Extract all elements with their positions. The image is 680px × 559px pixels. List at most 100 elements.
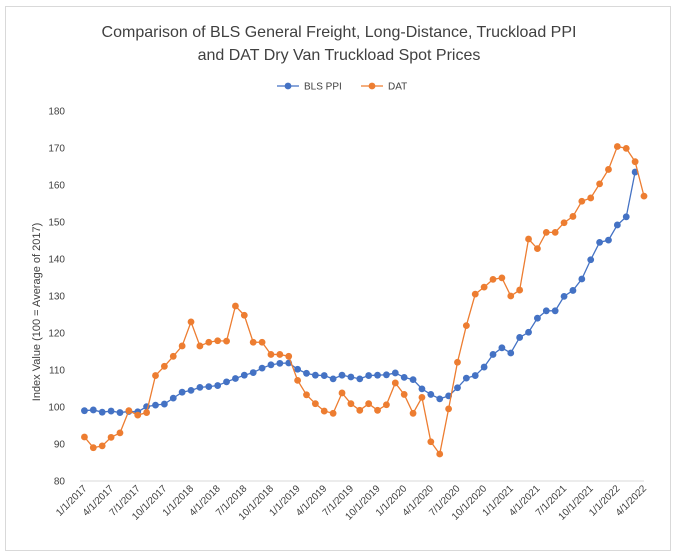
data-point-bls	[98, 408, 106, 416]
data-point-dat	[223, 337, 230, 345]
data-point-bls	[347, 373, 355, 381]
data-point-bls	[205, 383, 213, 391]
data-point-dat	[454, 358, 461, 366]
chart-title-line-2: and DAT Dry Van Truckload Spot Prices	[198, 47, 481, 64]
data-point-dat	[462, 322, 470, 329]
y-tick-label: 80	[54, 477, 66, 488]
data-point-dat	[125, 407, 133, 415]
data-point-dat	[285, 352, 293, 360]
data-point-dat	[169, 352, 177, 360]
data-point-bls	[81, 407, 88, 415]
data-point-dat	[383, 401, 390, 409]
y-tick-label: 170	[48, 144, 65, 155]
y-tick-label: 140	[48, 255, 65, 266]
data-point-dat	[160, 362, 168, 370]
data-point-dat	[471, 290, 479, 298]
data-point-dat	[267, 351, 275, 358]
data-point-dat	[418, 393, 426, 401]
data-point-dat	[622, 144, 630, 152]
legend: BLS PPI DAT	[277, 82, 407, 93]
data-point-dat	[258, 338, 266, 346]
data-point-bls	[276, 359, 284, 367]
data-point-dat	[89, 444, 97, 452]
data-point-dat	[578, 197, 586, 205]
y-axis-title: Index Value (100 = Average of 2017)	[31, 223, 43, 401]
data-point-bls	[525, 328, 532, 336]
data-point-dat	[445, 405, 452, 413]
data-point-bls	[613, 221, 621, 229]
data-point-bls	[374, 371, 381, 379]
data-point-dat	[400, 391, 408, 398]
data-point-bls	[516, 334, 524, 341]
data-point-bls	[249, 369, 257, 376]
data-point-bls	[409, 376, 417, 384]
data-point-dat	[196, 342, 204, 350]
data-point-bls	[418, 385, 426, 393]
data-point-bls	[240, 371, 248, 379]
data-point-bls	[489, 351, 497, 358]
data-point-dat	[152, 372, 159, 379]
data-point-dat	[249, 338, 257, 346]
data-point-dat	[205, 338, 213, 346]
data-point-bls	[320, 372, 328, 379]
data-point-bls	[507, 349, 515, 357]
legend-label-bls: BLS PPI	[304, 82, 342, 93]
data-point-bls	[569, 287, 577, 294]
data-point-dat	[534, 245, 541, 253]
series-line-dat	[83, 145, 645, 456]
data-point-bls	[152, 401, 159, 409]
data-point-bls	[480, 363, 488, 371]
y-tick-label: 130	[48, 292, 65, 303]
data-point-bls	[232, 375, 239, 382]
data-point-dat	[551, 228, 559, 236]
data-point-dat	[178, 342, 186, 350]
chart-title-line-1: Comparison of BLS General Freight, Long-…	[102, 24, 577, 41]
data-point-bls	[454, 384, 461, 392]
data-point-dat	[347, 400, 355, 408]
data-point-dat	[214, 337, 222, 345]
data-point-dat	[613, 143, 621, 150]
data-point-dat	[427, 438, 435, 446]
data-point-dat	[374, 406, 381, 414]
data-point-dat	[276, 351, 284, 358]
data-point-dat	[320, 407, 328, 415]
data-point-dat	[391, 379, 399, 387]
data-point-dat	[436, 450, 444, 458]
data-point-bls	[329, 375, 337, 383]
y-tick-label: 150	[48, 218, 65, 229]
legend-label-dat: DAT	[388, 82, 407, 93]
data-point-dat	[631, 158, 639, 166]
data-point-dat	[116, 429, 124, 437]
y-tick-label: 180	[48, 107, 65, 118]
data-point-dat	[134, 411, 142, 419]
data-point-bls	[400, 374, 408, 381]
data-point-dat	[596, 180, 603, 188]
data-point-bls	[89, 406, 97, 414]
series-bls-ppi	[81, 168, 639, 416]
data-point-bls	[258, 364, 266, 372]
data-point-dat	[240, 311, 248, 319]
data-point-bls	[551, 307, 559, 315]
data-point-dat	[303, 391, 310, 399]
data-point-dat	[98, 442, 106, 450]
data-point-dat	[605, 166, 612, 173]
data-point-dat	[81, 433, 88, 441]
legend-marker-bls	[284, 82, 292, 90]
data-point-bls	[605, 236, 612, 244]
data-point-bls	[383, 371, 390, 379]
data-point-bls	[107, 407, 115, 415]
data-point-dat	[560, 219, 568, 227]
chart-frame	[5, 6, 671, 551]
y-tick-label: 120	[48, 329, 65, 340]
data-point-bls	[267, 361, 275, 369]
y-tick-label: 160	[48, 181, 65, 192]
data-point-dat	[507, 292, 515, 300]
data-point-bls	[534, 314, 541, 322]
data-point-bls	[196, 383, 204, 391]
data-point-bls	[303, 369, 310, 377]
data-point-dat	[143, 409, 151, 416]
data-point-bls	[116, 409, 124, 416]
data-point-dat	[542, 228, 550, 236]
data-point-dat	[329, 409, 337, 417]
data-point-bls	[214, 382, 222, 389]
